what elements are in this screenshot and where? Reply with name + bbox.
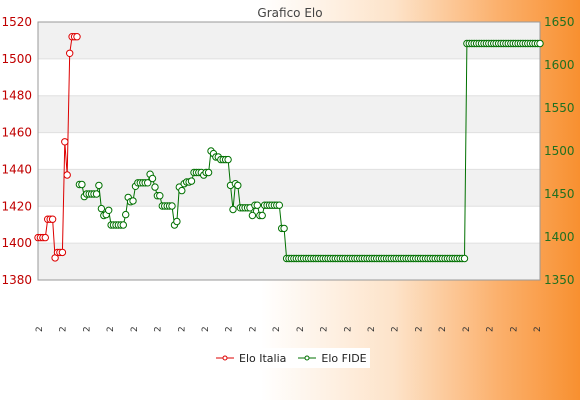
- data-point: [229, 205, 237, 214]
- x-tick-label: 2: [320, 326, 330, 332]
- legend-item-elo-italia[interactable]: Elo Italia: [216, 352, 286, 365]
- x-tick-label: 2: [343, 326, 353, 332]
- plot-frame: [37, 21, 541, 281]
- x-tick-label: 2: [462, 326, 472, 332]
- plot-background: [38, 22, 540, 280]
- data-point: [92, 190, 101, 198]
- x-tick-label: 2: [177, 326, 187, 332]
- series-layer: [34, 33, 544, 263]
- data-point: [63, 171, 71, 179]
- x-tick-label: 2: [248, 326, 258, 332]
- x-tick-label: 2: [225, 326, 235, 332]
- data-point: [151, 183, 159, 191]
- x-tick-label: 2: [82, 326, 92, 332]
- x-tick-label: 2: [35, 326, 45, 332]
- grid-band: [38, 95, 540, 133]
- legend-elo-fide-icon: [298, 355, 317, 361]
- series-elo-fide: [75, 39, 544, 263]
- y-right-tick-label: 1550: [544, 101, 575, 115]
- x-tick-label: 2: [106, 326, 116, 332]
- data-point: [173, 217, 181, 226]
- data-point: [204, 168, 213, 177]
- y-right-tick-label: 1600: [544, 58, 575, 72]
- data-point: [129, 197, 137, 205]
- data-point: [105, 206, 113, 215]
- data-point: [119, 221, 128, 229]
- data-point: [78, 180, 86, 189]
- data-point: [253, 201, 261, 209]
- x-tick-label: 2: [272, 326, 282, 332]
- y-left-tick-label: 1380: [1, 273, 32, 287]
- data-point: [536, 39, 544, 48]
- legend-label-elo-italia: Elo Italia: [239, 351, 287, 365]
- x-tick-label: 2: [391, 326, 401, 332]
- x-tick-label: 2: [367, 326, 377, 332]
- x-tick-label: 2: [486, 326, 496, 332]
- data-point: [41, 233, 49, 242]
- y-right-tick-label: 1350: [544, 273, 575, 287]
- data-point: [224, 155, 232, 164]
- gridlines: [37, 21, 541, 281]
- y-left-tick-label: 1480: [1, 89, 32, 103]
- chart-title: Grafico Elo: [257, 6, 322, 20]
- left-axis: 1380 1400 1420 1440 1460 1480 1500 1520: [1, 15, 32, 287]
- data-point: [280, 224, 288, 233]
- data-point: [58, 248, 67, 257]
- data-point: [122, 210, 130, 219]
- data-point: [48, 215, 57, 223]
- y-right-tick-label: 1650: [544, 15, 575, 29]
- legend: Elo Italia Elo FIDE: [210, 348, 370, 368]
- x-tick-label: 2: [296, 326, 306, 332]
- legend-label-elo-fide: Elo FIDE: [321, 351, 367, 365]
- x-tick-label: 2: [201, 326, 211, 332]
- x-tick-label: 2: [438, 326, 448, 332]
- data-point: [460, 254, 469, 263]
- data-point: [168, 202, 176, 210]
- legend-item-elo-fide[interactable]: Elo FIDE: [298, 351, 367, 365]
- y-left-tick-label: 1420: [1, 199, 32, 213]
- data-point: [187, 177, 196, 185]
- data-point: [95, 181, 103, 190]
- y-left-tick-label: 1520: [1, 15, 32, 29]
- y-left-tick-label: 1500: [1, 52, 32, 66]
- y-right-tick-label: 1500: [544, 144, 575, 158]
- data-point: [144, 179, 152, 187]
- x-tick-label: 2: [509, 326, 519, 332]
- data-point: [275, 201, 283, 209]
- legend-elo-italia-icon: [216, 355, 234, 361]
- x-tick-label: 2: [533, 326, 543, 332]
- data-point: [156, 192, 164, 200]
- data-point: [258, 211, 266, 220]
- data-point: [234, 181, 242, 190]
- y-right-tick-label: 1400: [544, 230, 575, 244]
- y-left-tick-label: 1440: [1, 162, 32, 176]
- x-tick-label: 2: [154, 326, 164, 332]
- data-point: [248, 211, 257, 220]
- x-axis: 2 2 2 2 2 2 2 2 2 2 2 2 2 2 2 2 2 2 2 2 2 2: [35, 326, 543, 332]
- data-point: [97, 204, 106, 213]
- data-point: [61, 138, 69, 146]
- data-point: [73, 33, 81, 41]
- x-tick-label: 2: [59, 326, 69, 332]
- x-tick-label: 2: [414, 326, 424, 332]
- data-point: [148, 174, 157, 183]
- y-left-tick-label: 1460: [1, 126, 32, 140]
- y-right-tick-label: 1450: [544, 187, 575, 201]
- grid-band: [38, 169, 540, 207]
- data-point: [66, 49, 74, 57]
- series-elo-italia: [34, 33, 81, 262]
- plot-area: [38, 22, 540, 280]
- data-point: [178, 186, 186, 195]
- x-tick-label: 2: [130, 326, 140, 332]
- right-axis: 1350 1400 1450 1500 1550 1600 1650: [544, 15, 575, 287]
- y-left-tick-label: 1400: [1, 236, 32, 250]
- grid-band: [38, 22, 540, 59]
